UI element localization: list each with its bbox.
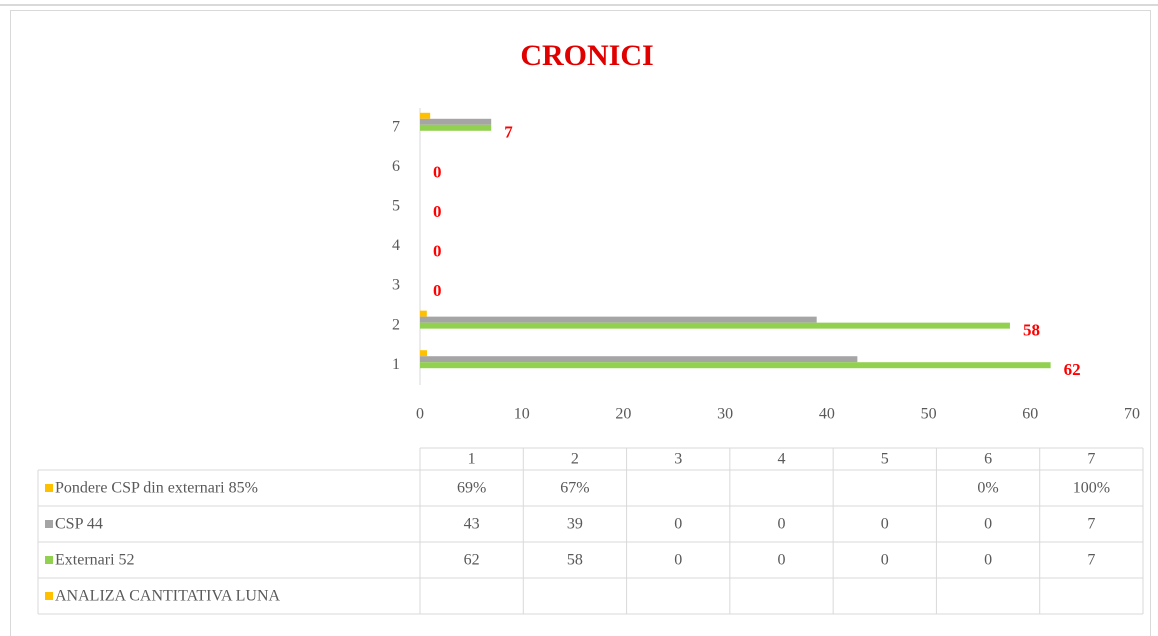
y-tick-label: 7	[392, 118, 400, 135]
table-cell: 0	[778, 516, 786, 533]
table-cell: 58	[567, 552, 583, 569]
bar	[420, 124, 492, 131]
table-header: 2	[571, 451, 579, 468]
data-label: 0	[433, 281, 442, 300]
bar	[420, 322, 1010, 329]
bar	[420, 310, 427, 317]
table-cell: 7	[1087, 552, 1095, 569]
table-header: 6	[984, 451, 992, 468]
legend-label: CSP 44	[55, 516, 103, 533]
y-tick-label: 2	[392, 316, 400, 333]
bar	[420, 362, 1051, 369]
table-cell: 0	[984, 516, 992, 533]
y-tick-label: 1	[392, 356, 400, 373]
table-cell: 0	[778, 552, 786, 569]
table-cell: 100%	[1073, 480, 1110, 497]
table-cell: 39	[567, 516, 583, 533]
table-header: 5	[881, 451, 889, 468]
legend-label: Pondere CSP din externari 85%	[55, 480, 258, 497]
bar	[420, 356, 858, 363]
data-label: 7	[504, 123, 513, 142]
table-cell: 0	[881, 552, 889, 569]
chart-title: CRONICI	[520, 39, 653, 72]
bar	[420, 112, 431, 119]
table-header: 4	[778, 451, 786, 468]
chart-frame	[10, 10, 1151, 636]
table-cell: 0	[674, 552, 682, 569]
table-cell: 43	[464, 516, 480, 533]
legend-key	[45, 556, 53, 564]
x-tick-label: 60	[1022, 406, 1038, 423]
y-tick-label: 6	[392, 158, 400, 175]
bar	[420, 316, 817, 323]
x-tick-label: 10	[514, 406, 530, 423]
bar	[420, 118, 492, 125]
legend-key	[45, 592, 53, 600]
legend-label: Externari 52	[55, 552, 135, 569]
table-cell: 7	[1087, 516, 1095, 533]
table-cell: 0	[984, 552, 992, 569]
table-cell: 0	[881, 516, 889, 533]
legend-key	[45, 520, 53, 528]
legend-key	[45, 484, 53, 492]
bar	[420, 350, 428, 357]
data-label: 0	[433, 162, 442, 181]
data-label: 58	[1023, 321, 1040, 340]
legend-label: ANALIZA CANTITATIVA LUNA	[55, 588, 281, 605]
y-tick-label: 3	[392, 277, 400, 294]
table-cell: 0%	[977, 480, 998, 497]
table-header: 3	[674, 451, 682, 468]
x-tick-label: 40	[819, 406, 835, 423]
x-tick-label: 0	[416, 406, 424, 423]
table-cell: 69%	[457, 480, 486, 497]
x-tick-label: 50	[921, 406, 937, 423]
x-tick-label: 70	[1124, 406, 1140, 423]
table-header: 1	[468, 451, 476, 468]
data-label: 62	[1064, 360, 1081, 379]
y-tick-label: 4	[392, 237, 400, 254]
x-tick-label: 30	[717, 406, 733, 423]
data-label: 0	[433, 202, 442, 221]
y-tick-label: 5	[392, 198, 400, 215]
table-cell: 67%	[560, 480, 589, 497]
x-tick-label: 20	[615, 406, 631, 423]
data-label: 0	[433, 241, 442, 260]
table-cell: 62	[464, 552, 480, 569]
table-cell: 0	[674, 516, 682, 533]
table-header: 7	[1087, 451, 1095, 468]
